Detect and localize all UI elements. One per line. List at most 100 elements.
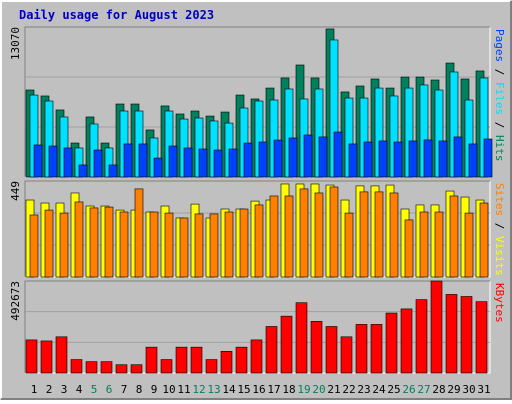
bar <box>389 192 399 278</box>
x-tick-label: 15 <box>237 383 250 396</box>
bar <box>104 206 114 278</box>
bar <box>408 140 418 178</box>
bar <box>175 346 188 374</box>
bar <box>378 140 388 178</box>
x-tick-label: 26 <box>402 383 415 396</box>
bar <box>183 147 193 178</box>
x-tick-label: 2 <box>46 383 53 396</box>
legend-entry: Sites <box>493 183 506 216</box>
bar <box>100 361 113 374</box>
bar <box>25 339 38 374</box>
legend-separator: / <box>493 62 506 82</box>
bar <box>340 336 353 374</box>
bar <box>168 145 178 178</box>
bar <box>344 212 354 278</box>
x-tick-label: 24 <box>372 383 386 396</box>
x-tick-label: 3 <box>61 383 68 396</box>
x-tick-label: 25 <box>387 383 400 396</box>
bar <box>33 144 43 178</box>
bar <box>303 134 313 178</box>
bar <box>224 211 234 278</box>
x-tick-label: 22 <box>342 383 355 396</box>
bar <box>400 308 413 374</box>
bar <box>430 280 443 374</box>
legend: KBytes <box>493 283 506 323</box>
bar <box>194 213 204 278</box>
bar <box>438 140 448 178</box>
bar <box>228 148 238 178</box>
bar <box>348 143 358 178</box>
x-tick-label: 28 <box>432 383 445 396</box>
x-tick-label: 30 <box>462 383 475 396</box>
bar <box>48 145 58 178</box>
bar <box>370 324 383 374</box>
bar <box>164 212 174 278</box>
bar <box>59 212 69 278</box>
y-tick-label: 449 <box>9 181 22 201</box>
bar <box>239 208 249 278</box>
bar <box>160 359 173 374</box>
bar <box>374 191 384 278</box>
legend-entry: Files <box>493 82 506 115</box>
bar <box>205 359 218 374</box>
bar <box>258 141 268 178</box>
bar <box>460 296 473 374</box>
y-tick-label: 492673 <box>9 281 22 321</box>
chart-title: Daily usage for August 2023 <box>19 8 214 22</box>
bar <box>145 346 158 374</box>
bar <box>273 139 283 178</box>
x-tick-label: 11 <box>177 383 190 396</box>
x-tick-label: 21 <box>327 383 340 396</box>
bar <box>355 324 368 374</box>
bar <box>475 301 488 374</box>
legend-entry: Hits <box>493 135 506 162</box>
bar <box>235 346 248 374</box>
bar <box>329 186 339 278</box>
x-tick-label: 7 <box>121 383 128 396</box>
x-tick-label: 23 <box>357 383 370 396</box>
x-tick-label: 10 <box>162 383 175 396</box>
bar <box>250 339 263 374</box>
x-tick-label: 31 <box>477 383 490 396</box>
x-tick-label: 29 <box>447 383 460 396</box>
bar <box>423 139 433 178</box>
bar <box>40 340 53 374</box>
bar <box>483 138 493 178</box>
x-tick-label: 5 <box>91 383 98 396</box>
bar <box>198 148 208 178</box>
bar <box>220 350 233 374</box>
bar <box>284 195 294 278</box>
bar <box>404 219 414 278</box>
bar <box>310 321 323 374</box>
x-tick-label: 20 <box>312 383 325 396</box>
bar <box>213 149 223 178</box>
legend-entry: KBytes <box>493 283 506 323</box>
x-tick-label: 8 <box>136 383 143 396</box>
bar <box>74 201 84 278</box>
bar <box>453 136 463 178</box>
bar <box>359 191 369 278</box>
bar <box>363 141 373 178</box>
bar <box>130 364 143 374</box>
x-tick-label: 17 <box>267 383 280 396</box>
bar <box>149 211 159 278</box>
x-tick-label: 4 <box>76 383 83 396</box>
legend-separator: / <box>493 216 506 236</box>
bar <box>265 326 278 374</box>
legend: Pages / Files / Hits <box>493 29 506 162</box>
bar <box>449 195 459 278</box>
bar <box>119 211 129 278</box>
bar <box>70 359 83 374</box>
bar <box>419 211 429 278</box>
x-tick-label: 16 <box>252 383 265 396</box>
bar <box>115 364 128 374</box>
bar <box>134 188 144 278</box>
bar <box>299 188 309 278</box>
legend-entry: Visits <box>493 236 506 276</box>
x-tick-label: 19 <box>297 383 310 396</box>
bar <box>55 336 68 374</box>
bar <box>153 157 163 178</box>
bar <box>464 212 474 278</box>
